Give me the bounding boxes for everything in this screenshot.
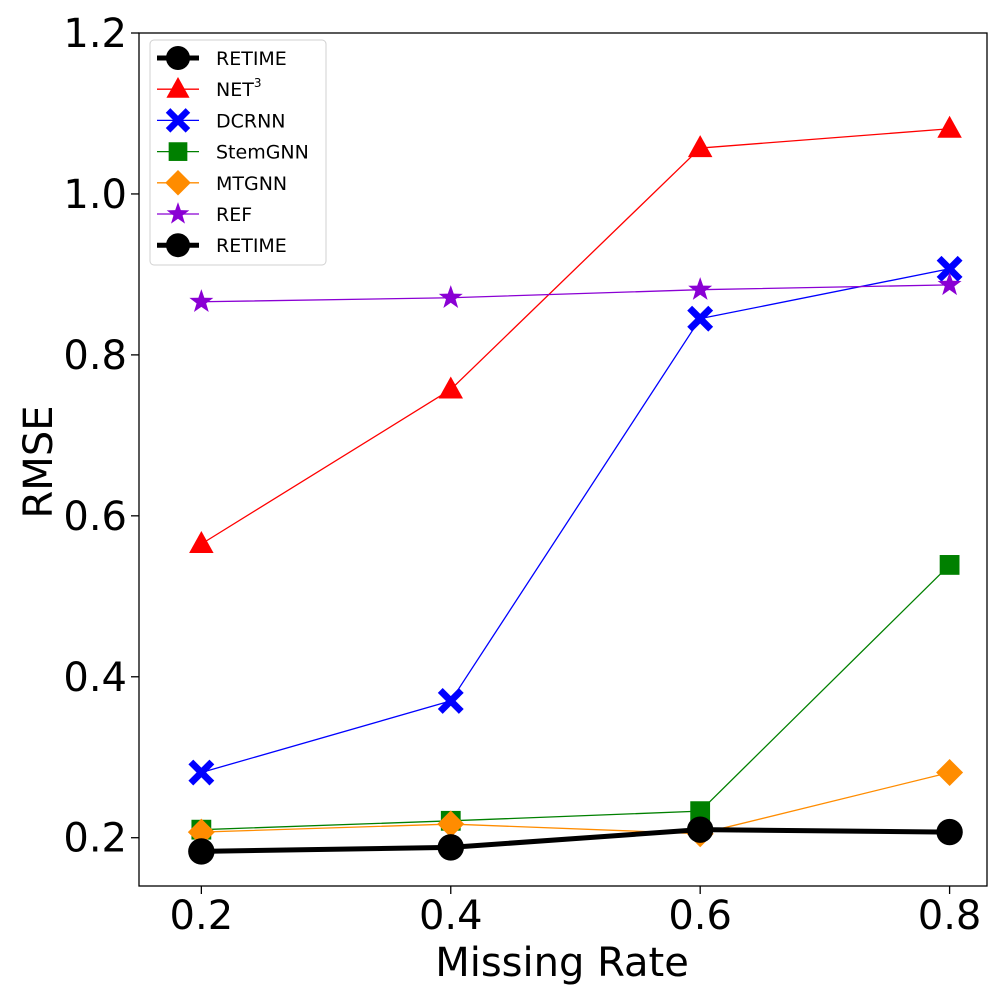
point-net bbox=[937, 115, 962, 138]
series-stemgnn bbox=[191, 555, 960, 840]
point-retime bbox=[188, 838, 215, 865]
point-dcrnn bbox=[936, 255, 963, 282]
point-dcrnn bbox=[437, 687, 464, 714]
y-tick-label: 0.2 bbox=[63, 816, 127, 862]
point-dcrnn bbox=[188, 759, 215, 786]
legend-entry-mtgnn: MTGNN bbox=[157, 170, 287, 196]
series-line-ref bbox=[201, 284, 950, 303]
series-mtgnn bbox=[187, 759, 964, 848]
legend-entry-ref: REF bbox=[157, 202, 252, 226]
series-line-dcrnn bbox=[201, 268, 950, 774]
plot-frame bbox=[138, 32, 988, 887]
series-line-stemgnn bbox=[201, 564, 951, 831]
x-axis-label: Missing Rate bbox=[435, 940, 689, 986]
x-tick-label: 0.6 bbox=[668, 893, 732, 939]
legend-label: RETIME bbox=[216, 235, 287, 257]
point-ref bbox=[438, 285, 463, 308]
legend-box bbox=[149, 39, 327, 266]
point-mtgnn bbox=[936, 759, 964, 787]
y-tick-label: 0.6 bbox=[63, 494, 127, 540]
series-ref bbox=[189, 272, 962, 312]
legend-entry-retime: RETIME bbox=[157, 233, 287, 258]
series-dcrnn bbox=[188, 255, 963, 786]
series-layer bbox=[187, 115, 964, 865]
legend-entry-dcrnn: DCRNN bbox=[157, 108, 286, 133]
x-tick-label: 0.4 bbox=[419, 893, 483, 939]
y-axis-label: RMSE bbox=[16, 406, 62, 519]
legend-marker bbox=[165, 170, 191, 196]
legend-marker bbox=[165, 108, 191, 133]
point-net bbox=[438, 376, 464, 399]
y-tick-label: 0.4 bbox=[63, 655, 127, 701]
legend-label: REF bbox=[216, 204, 252, 226]
y-tick-label: 1.0 bbox=[63, 172, 127, 218]
point-retime bbox=[936, 818, 963, 846]
point-stemgnn bbox=[939, 555, 960, 575]
point-mtgnn bbox=[437, 810, 465, 838]
series-line-mtgnn bbox=[201, 771, 950, 835]
point-net bbox=[189, 531, 214, 553]
legend-label: DCRNN bbox=[216, 110, 286, 132]
point-ref bbox=[937, 272, 962, 296]
legend-label: MTGNN bbox=[216, 173, 287, 195]
y-tick-label: 0.8 bbox=[63, 333, 127, 379]
legend-marker bbox=[168, 142, 188, 161]
point-net bbox=[687, 135, 713, 158]
series-retime bbox=[188, 816, 963, 865]
point-ref bbox=[688, 277, 713, 300]
point-retime bbox=[437, 834, 464, 861]
legend-marker bbox=[166, 76, 190, 98]
point-dcrnn bbox=[687, 305, 714, 332]
point-mtgnn bbox=[187, 818, 215, 846]
x-tick-label: 0.2 bbox=[170, 893, 234, 939]
legend-marker bbox=[166, 233, 190, 258]
series-net bbox=[189, 115, 962, 553]
x-axis: 0.2 0.4 0.6 0.8 bbox=[170, 886, 982, 939]
point-retime bbox=[686, 816, 714, 843]
series-line-retime bbox=[201, 827, 950, 854]
point-ref bbox=[189, 289, 214, 312]
legend-marker bbox=[166, 202, 190, 224]
legend-label: StemGNN bbox=[216, 142, 309, 164]
y-tick-label: 1.2 bbox=[63, 11, 127, 57]
point-stemgnn bbox=[690, 801, 711, 822]
legend-label: RETIME bbox=[216, 48, 287, 70]
legend-marker bbox=[166, 46, 190, 70]
legend-entry-stemgnn: StemGNN bbox=[157, 142, 309, 164]
y-axis: 0.2 0.4 0.6 0.8 1.0 1.2 bbox=[63, 11, 139, 862]
legend-entry-retime: RETIME bbox=[157, 46, 287, 70]
x-tick-label: 0.8 bbox=[918, 893, 982, 939]
series-line-net bbox=[201, 128, 950, 545]
